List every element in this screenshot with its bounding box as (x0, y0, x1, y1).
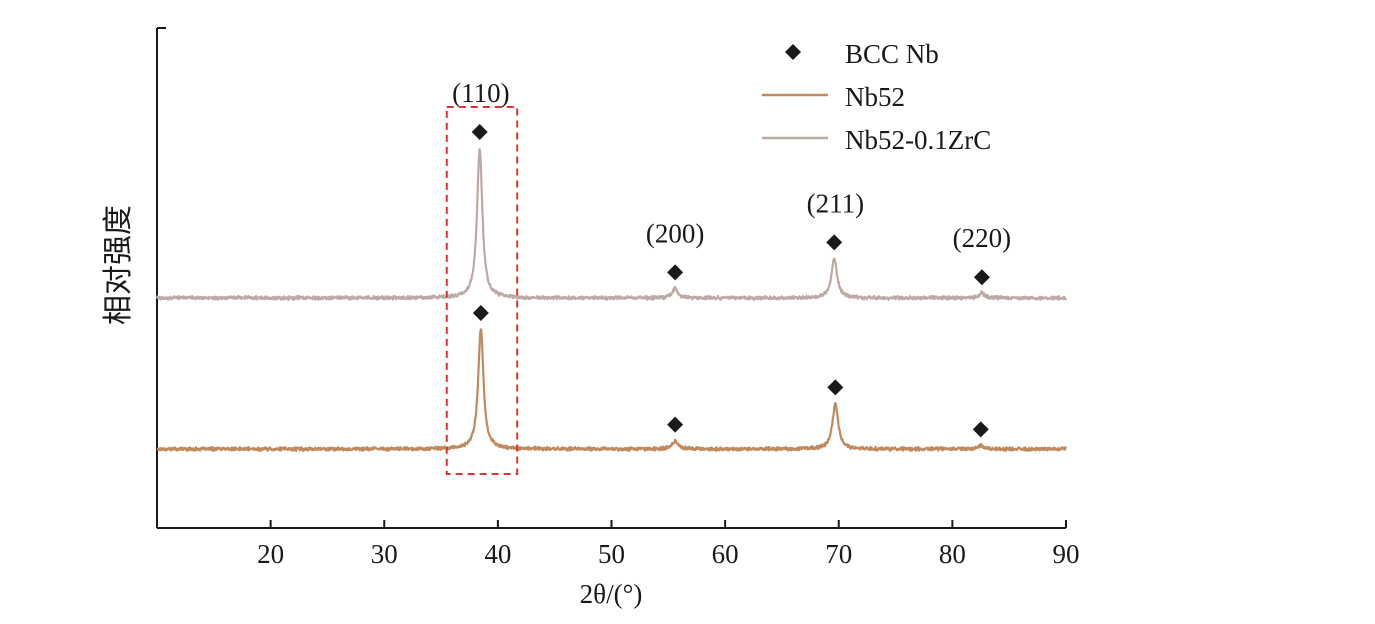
bcc-nb-marker (471, 124, 488, 140)
x-tick-label: 30 (371, 539, 398, 569)
legend-marker-bcc-nb (785, 44, 801, 60)
x-tick-label: 20 (257, 539, 284, 569)
x-axis-title: 2θ/(°) (580, 579, 643, 609)
bcc-nb-marker (667, 264, 684, 281)
legend-label-2: Nb52-0.1ZrC (845, 125, 991, 155)
legend-label-bcc-nb: BCC Nb (845, 39, 939, 69)
plot-area: 20 30 40 50 60 70 80 90 2θ/(°) 相对强度 (110) (200) (211… (101, 27, 1080, 609)
bcc-nb-marker (667, 416, 684, 433)
x-tick-label: 90 (1053, 539, 1080, 569)
peak-label: (211) (807, 188, 864, 218)
bcc-nb-marker (827, 379, 844, 396)
y-axis-title: 相对强度 (101, 205, 136, 325)
x-tick-label: 70 (825, 539, 852, 569)
bcc-nb-marker (972, 421, 989, 438)
bcc-nb-marker (826, 234, 843, 251)
x-tick-label: 80 (939, 539, 966, 569)
x-tick-label: 40 (484, 539, 511, 569)
peak-label: (220) (953, 223, 1011, 253)
peak-label: (110) (452, 78, 509, 108)
bcc-nb-marker (973, 269, 990, 286)
x-tick-label: 60 (712, 539, 739, 569)
bcc-nb-marker (472, 305, 489, 321)
x-tick-label: 50 (598, 539, 625, 569)
legend-label-1: Nb52 (845, 82, 905, 112)
highlight-box (445, 106, 519, 475)
series-line-nb52 (156, 328, 1067, 452)
peak-label: (200) (646, 218, 704, 248)
series-line-nb52-0-1zrc (155, 148, 1068, 301)
